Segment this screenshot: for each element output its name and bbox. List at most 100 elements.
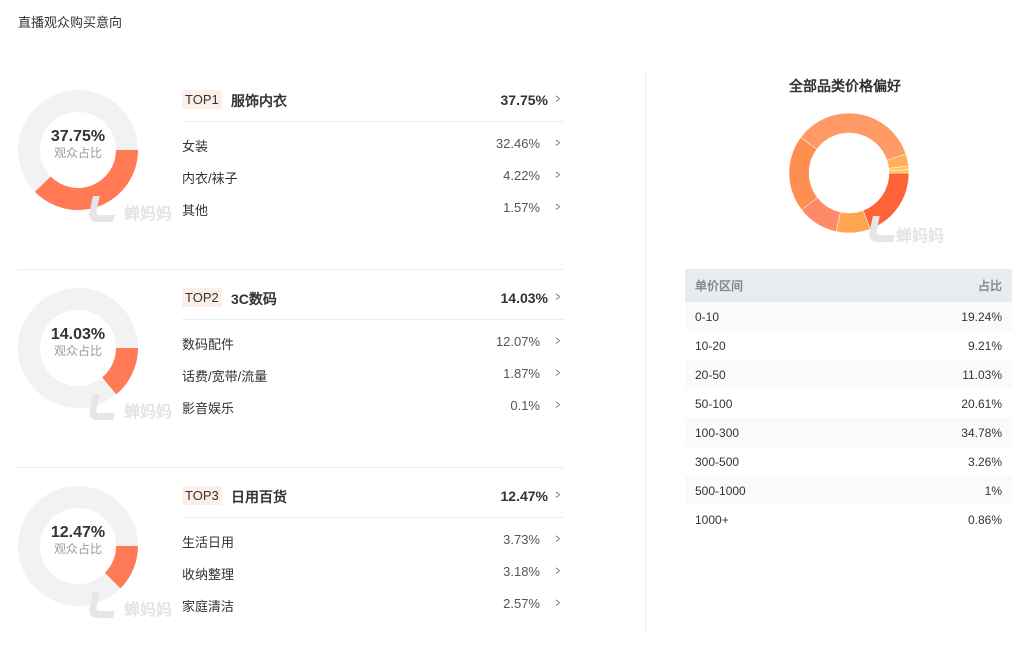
category-percentage: 37.75% [500, 92, 548, 108]
chevron-right-icon[interactable]: > [555, 563, 561, 578]
chevron-right-icon[interactable]: > [555, 167, 561, 182]
category-percentage: 12.47% [500, 488, 548, 504]
table-row: 1000+ 0.86% [685, 505, 1012, 534]
subcategory-row[interactable]: 生活日用 3.73% > [182, 531, 564, 552]
category-name: 服饰内衣 [231, 93, 287, 109]
subcategory-percentage: 4.22% [503, 168, 540, 183]
pie-slice-100-300[interactable] [800, 113, 907, 161]
subcategory-row[interactable]: 影音娱乐 0.1% > [182, 397, 564, 418]
chevron-right-icon[interactable]: > [555, 487, 561, 502]
subcategory-percentage: 1.57% [503, 200, 540, 215]
category-header[interactable]: TOP1 服饰内衣 37.75% > [182, 90, 564, 122]
subcategory-row[interactable]: 其他 1.57% > [182, 199, 564, 220]
category-donut [18, 90, 138, 210]
subcategory-name: 数码配件 [182, 337, 235, 352]
subcategory-name: 话费/宽带/流量 [182, 369, 268, 384]
table-row: 500-1000 1% [685, 476, 1012, 505]
donut-fill [102, 348, 138, 395]
price-range: 10-20 [695, 338, 726, 353]
subcategory-row[interactable]: 内衣/袜子 4.22% > [182, 167, 564, 188]
category-header[interactable]: TOP2 3C数码 14.03% > [182, 288, 564, 320]
watermark-logo [87, 592, 119, 618]
table-row: 20-50 11.03% [685, 360, 1012, 389]
chevron-right-icon[interactable]: > [555, 365, 561, 380]
category-donut [18, 486, 138, 606]
price-range: 50-100 [695, 396, 733, 411]
category-section: 14.03% 观众占比 蝉妈妈 TOP2 3C数码 14.03% > 数码配件 1… [18, 270, 564, 468]
table-row: 300-500 3.26% [685, 447, 1012, 476]
watermark-logo [87, 394, 119, 420]
price-percentage: 3.26% [967, 454, 1002, 469]
category-name: 3C数码 [231, 291, 277, 307]
subcategory-percentage: 32.46% [495, 136, 540, 151]
table-row: 100-300 34.78% [685, 418, 1012, 447]
chevron-right-icon[interactable]: > [555, 595, 561, 610]
rank-badge: TOP1 [182, 90, 222, 109]
watermark: 蝉妈妈 [896, 228, 945, 245]
subcategory-name: 家庭清洁 [182, 599, 235, 614]
price-range: 100-300 [695, 425, 740, 440]
section-divider [18, 467, 564, 468]
price-percentage: 34.78% [961, 425, 1002, 440]
pie-slice-1000+[interactable] [888, 169, 909, 174]
donut-label: 观众占比 [53, 542, 102, 556]
price-range: 300-500 [695, 454, 740, 469]
donut-percentage: 14.03% [50, 326, 106, 343]
table-row: 50-100 20.61% [685, 389, 1012, 418]
table-row: 0-10 19.24% [685, 302, 1012, 331]
price-percentage: 0.86% [967, 512, 1002, 527]
chevron-right-icon[interactable]: > [555, 333, 561, 348]
donut-fill [34, 150, 138, 210]
subcategory-percentage: 12.07% [495, 334, 540, 349]
category-header[interactable]: TOP3 日用百货 12.47% > [182, 486, 564, 518]
subcategory-name: 生活日用 [182, 535, 235, 550]
watermark-logo [867, 216, 899, 242]
subcategory-percentage: 0.1% [510, 398, 540, 413]
price-percentage: 19.24% [961, 309, 1002, 324]
price-percentage: 20.61% [961, 396, 1002, 411]
subcategory-percentage: 3.18% [503, 564, 540, 579]
category-name: 日用百货 [231, 489, 287, 505]
pie-slice-50-100[interactable] [789, 137, 818, 211]
watermark: 蝉妈妈 [124, 602, 173, 619]
subcategory-row[interactable]: 女装 32.46% > [182, 135, 564, 156]
donut-label: 观众占比 [53, 344, 102, 358]
price-range: 1000+ [695, 512, 729, 527]
price-range: 500-1000 [695, 483, 746, 498]
price-range: 0-10 [695, 309, 720, 324]
donut-label: 观众占比 [53, 146, 102, 160]
donut-percentage: 37.75% [50, 128, 106, 145]
header-pct: 占比 [977, 279, 1002, 293]
rank-badge: TOP2 [182, 288, 222, 307]
chevron-right-icon[interactable]: > [555, 91, 561, 106]
chevron-right-icon[interactable]: > [555, 397, 561, 412]
price-chart-title: 全部品类价格偏好 [789, 78, 901, 94]
donut-percentage: 12.47% [50, 524, 106, 541]
subcategory-name: 女装 [182, 139, 209, 154]
subcategory-name: 影音娱乐 [182, 401, 235, 416]
section-divider [18, 269, 564, 270]
chevron-right-icon[interactable]: > [555, 531, 561, 546]
chevron-right-icon[interactable]: > [555, 199, 561, 214]
category-section: 37.75% 观众占比 蝉妈妈 TOP1 服饰内衣 37.75% > 女装 32.… [18, 72, 564, 270]
subcategory-row[interactable]: 家庭清洁 2.57% > [182, 595, 564, 616]
category-percentage: 14.03% [500, 290, 548, 306]
page-title: 直播观众购买意向 [18, 15, 123, 30]
table-row: 10-20 9.21% [685, 331, 1012, 360]
subcategory-name: 内衣/袜子 [182, 171, 238, 186]
chevron-right-icon[interactable]: > [555, 289, 561, 304]
subcategory-row[interactable]: 话费/宽带/流量 1.87% > [182, 365, 564, 386]
subcategory-row[interactable]: 收纳整理 3.18% > [182, 563, 564, 584]
watermark-logo [87, 196, 119, 222]
rank-badge: TOP3 [182, 486, 222, 505]
chevron-right-icon[interactable]: > [555, 135, 561, 150]
price-percentage: 1% [984, 483, 1002, 498]
category-section: 12.47% 观众占比 蝉妈妈 TOP3 日用百货 12.47% > 生活日用 3… [18, 468, 564, 666]
price-range: 20-50 [695, 367, 726, 382]
vertical-divider [645, 72, 646, 632]
price-percentage: 11.03% [962, 367, 1002, 382]
subcategory-row[interactable]: 数码配件 12.07% > [182, 333, 564, 354]
price-table: 单价区间 占比 0-10 19.24% 10-20 9.21% 20-50 11.03% 5… [685, 269, 1012, 534]
header-range: 单价区间 [695, 279, 744, 293]
subcategory-name: 收纳整理 [182, 567, 235, 582]
